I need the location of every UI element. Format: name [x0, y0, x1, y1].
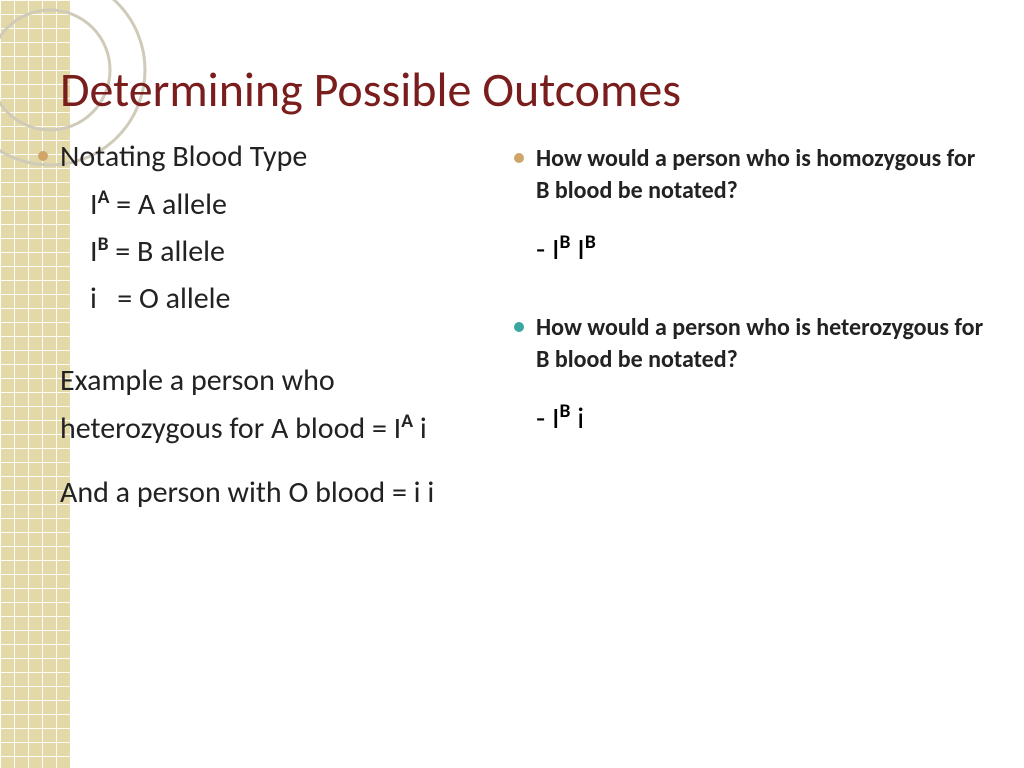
example2-pre: And a person with O blood =	[60, 474, 414, 511]
example1-post: i	[413, 410, 427, 447]
answer-2: - IB i	[510, 399, 994, 437]
example1-line-b: heterozygous for A blood = IA i	[60, 408, 490, 450]
left-heading: Notating Blood Type	[60, 137, 490, 178]
question-2: How would a person who is heterozygous f…	[510, 312, 994, 377]
answer2-p2: i	[570, 400, 584, 437]
answer1-prefix: -	[536, 231, 552, 268]
answer2-p1-sup: B	[560, 399, 571, 423]
left-column: Notating Blood Type IA = A allele IB = B…	[60, 137, 490, 520]
allele-o-row: i = O allele	[60, 279, 490, 320]
allele-o-desc: = O allele	[97, 280, 231, 317]
answer-1: - IB IB	[510, 230, 994, 268]
answer1-p1-sup: B	[560, 230, 571, 254]
allele-o-symbol: i	[90, 280, 97, 317]
allele-a-symbol: I	[90, 186, 98, 223]
allele-b-desc: = B allele	[109, 233, 225, 270]
slide-title: Determining Possible Outcomes	[60, 60, 994, 119]
allele-a-sup: A	[98, 185, 110, 209]
example1-line-a: Example a person who	[60, 361, 490, 402]
right-column: How would a person who is homozygous for…	[510, 137, 994, 520]
answer2-prefix: -	[536, 400, 552, 437]
example1-pre: heterozygous for A blood =	[60, 410, 394, 447]
example1-sup: A	[401, 409, 413, 433]
slide-body: Determining Possible Outcomes Notating B…	[60, 60, 994, 748]
answer1-p2-sup: B	[585, 230, 596, 254]
answer1-p1-base: I	[552, 231, 560, 268]
answer1-p2-base: I	[570, 231, 584, 268]
allele-a-row: IA = A allele	[60, 184, 490, 226]
allele-a-desc: = A allele	[109, 186, 227, 223]
example2-val: i i	[414, 474, 435, 511]
question-1: How would a person who is homozygous for…	[510, 143, 994, 208]
allele-b-sup: B	[98, 232, 109, 256]
example2-line: And a person with O blood = i i	[60, 473, 490, 514]
allele-b-row: IB = B allele	[60, 231, 490, 273]
allele-b-symbol: I	[90, 233, 98, 270]
answer2-p1-base: I	[552, 400, 560, 437]
